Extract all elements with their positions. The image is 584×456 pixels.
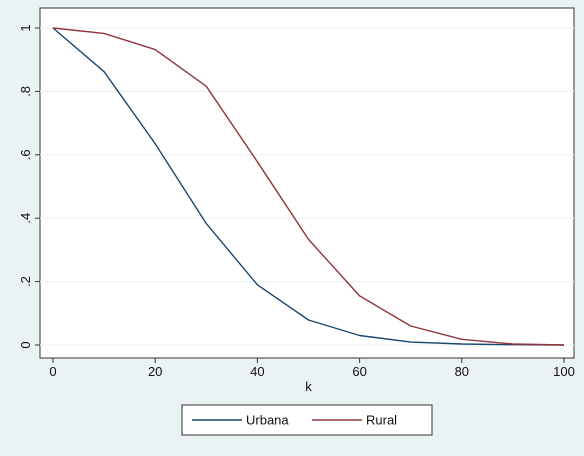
series-line-rural [52, 27, 565, 346]
y-tick-label: 1 [18, 24, 33, 31]
grid-lines [40, 27, 574, 346]
y-tick-label: .2 [18, 276, 33, 287]
y-tick-label: .4 [18, 213, 33, 224]
x-tick-label: 40 [250, 364, 264, 379]
x-tick-label: 0 [49, 364, 56, 379]
x-tick-label: 60 [352, 364, 366, 379]
legend-label-urbana: Urbana [246, 413, 289, 428]
series-line-urbana [52, 27, 565, 346]
x-axis: 0 20 40 60 80 100 [49, 358, 575, 379]
x-axis-title: k [305, 379, 312, 394]
x-tick-label: 100 [553, 364, 575, 379]
y-tick-label: .8 [18, 86, 33, 97]
y-tick-label: 0 [18, 341, 33, 348]
x-tick-label: 80 [455, 364, 469, 379]
legend: Urbana Rural [181, 404, 433, 436]
y-tick-label: .6 [18, 149, 33, 160]
series-lines [52, 27, 565, 346]
x-tick-label: 20 [148, 364, 162, 379]
legend-box [181, 404, 433, 436]
legend-label-rural: Rural [366, 413, 397, 428]
plot-area [39, 7, 575, 359]
y-axis: 0 .2 .4 .6 .8 1 [18, 24, 40, 349]
